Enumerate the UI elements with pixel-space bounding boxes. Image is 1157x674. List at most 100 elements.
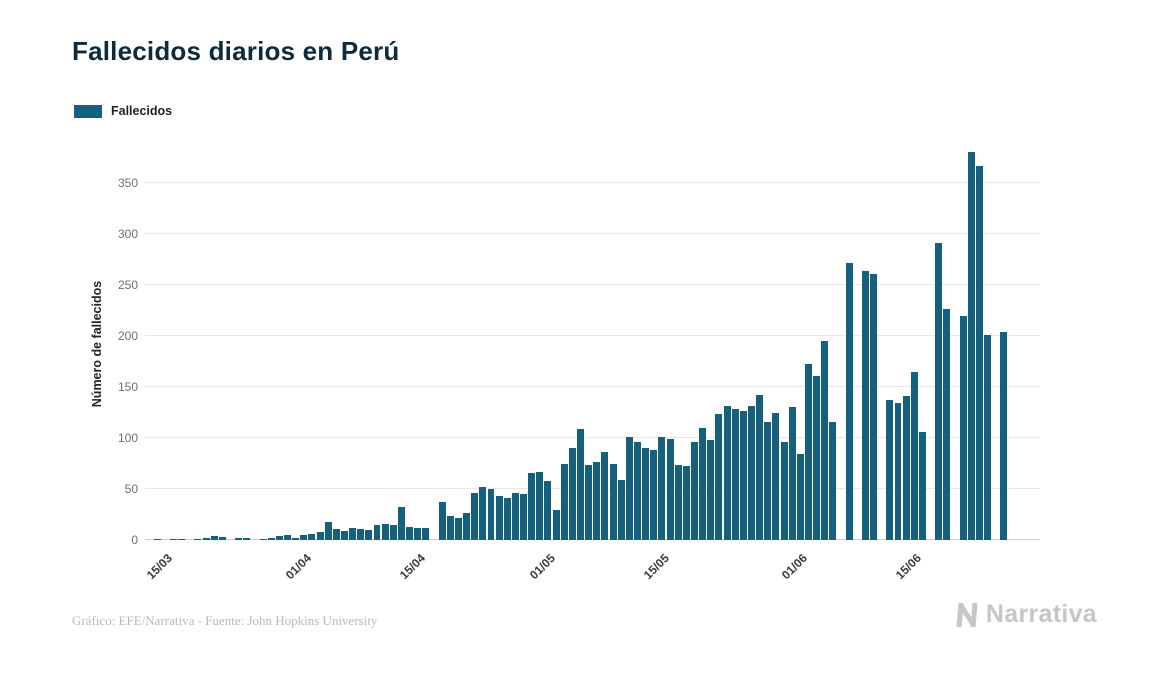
chart-bar[interactable] <box>764 421 772 540</box>
chart-bar[interactable] <box>967 152 975 540</box>
chart-bar[interactable] <box>894 403 902 540</box>
chart-bar[interactable] <box>788 407 796 540</box>
chart-bar[interactable] <box>568 448 576 540</box>
chart-bar[interactable] <box>739 411 747 540</box>
chart-bar[interactable] <box>528 472 536 540</box>
chart-bar[interactable] <box>357 528 365 540</box>
chart-bar[interactable] <box>756 395 764 540</box>
chart-bar[interactable] <box>511 493 519 540</box>
chart-bar[interactable] <box>381 523 389 540</box>
chart-bar[interactable] <box>463 513 471 540</box>
chart-bar[interactable] <box>796 454 804 540</box>
chart-bar[interactable] <box>886 400 894 540</box>
chart-bar[interactable] <box>324 521 332 540</box>
chart-bar[interactable] <box>975 165 983 540</box>
gridline <box>145 284 1040 285</box>
chart-bar[interactable] <box>609 463 617 540</box>
chart-bar[interactable] <box>902 396 910 540</box>
chart-bar[interactable] <box>454 517 462 540</box>
chart-bar[interactable] <box>601 452 609 540</box>
chart-bar[interactable] <box>487 489 495 540</box>
chart-bar[interactable] <box>259 538 267 540</box>
chart-bar[interactable] <box>861 270 869 540</box>
chart-bar[interactable] <box>699 427 707 540</box>
chart-bar[interactable] <box>1000 331 1008 540</box>
chart-bar[interactable] <box>821 341 829 540</box>
chart-bar[interactable] <box>373 524 381 540</box>
chart-bar[interactable] <box>935 243 943 540</box>
chart-bar[interactable] <box>959 315 967 540</box>
chart-bar[interactable] <box>829 421 837 540</box>
chart-bar[interactable] <box>813 375 821 540</box>
chart-bar[interactable] <box>552 510 560 540</box>
chart-bar[interactable] <box>845 262 853 540</box>
chart-bar[interactable] <box>194 538 202 540</box>
chart-bar[interactable] <box>503 498 511 540</box>
chart-bar[interactable] <box>723 406 731 540</box>
legend-item-fallecidos[interactable]: Fallecidos <box>74 104 172 118</box>
chart-bar[interactable] <box>283 534 291 540</box>
chart-bar[interactable] <box>577 428 584 540</box>
chart-bar[interactable] <box>772 412 780 540</box>
chart-bar[interactable] <box>422 527 430 540</box>
chart-bar[interactable] <box>406 526 414 540</box>
chart-bar[interactable] <box>300 534 308 540</box>
chart-bar[interactable] <box>625 436 633 540</box>
chart-bar[interactable] <box>674 464 682 540</box>
chart-bar[interactable] <box>984 334 992 540</box>
chart-bar[interactable] <box>560 463 568 540</box>
chart-bar[interactable] <box>471 493 479 540</box>
chart-bar[interactable] <box>691 442 698 540</box>
chart-bar[interactable] <box>332 528 340 540</box>
chart-bar[interactable] <box>479 486 487 540</box>
chart-bar[interactable] <box>365 529 373 540</box>
chart-bar[interactable] <box>438 502 446 540</box>
chart-bar[interactable] <box>292 537 300 540</box>
chart-bar[interactable] <box>943 309 951 540</box>
chart-bar[interactable] <box>153 538 161 540</box>
chart-bar[interactable] <box>666 439 674 540</box>
chart-bar[interactable] <box>243 537 251 540</box>
chart-bar[interactable] <box>682 465 690 540</box>
chart-bar[interactable] <box>918 431 926 540</box>
bars-container <box>145 148 1040 540</box>
chart-bar[interactable] <box>593 462 601 540</box>
chart-bar[interactable] <box>617 479 625 540</box>
chart-bar[interactable] <box>634 442 641 540</box>
chart-bar[interactable] <box>536 471 544 540</box>
chart-bar[interactable] <box>178 538 186 540</box>
chart-bar[interactable] <box>748 406 755 540</box>
chart-bar[interactable] <box>340 530 348 540</box>
chart-bar[interactable] <box>414 527 422 540</box>
chart-bar[interactable] <box>275 535 283 540</box>
x-axis: 15/03 01/04 15/04 01/05 15/05 01/06 15/06 <box>144 551 924 583</box>
gridline <box>145 182 1040 183</box>
chart-bar[interactable] <box>804 363 812 540</box>
chart-bar[interactable] <box>658 436 666 540</box>
chart-bar[interactable] <box>910 371 918 540</box>
chart-bar[interactable] <box>202 537 210 540</box>
chart-bar[interactable] <box>218 536 226 540</box>
chart-bar[interactable] <box>731 409 739 540</box>
chart-bar[interactable] <box>870 273 878 540</box>
chart-bar[interactable] <box>446 515 454 540</box>
chart-bar[interactable] <box>316 531 324 540</box>
chart-bar[interactable] <box>520 494 528 540</box>
chart-bar[interactable] <box>707 440 715 540</box>
chart-bar[interactable] <box>210 535 218 540</box>
chart-bar[interactable] <box>170 538 177 540</box>
gridline <box>145 437 1040 438</box>
chart-bar[interactable] <box>235 537 243 540</box>
chart-bar[interactable] <box>495 496 503 540</box>
chart-bar[interactable] <box>585 464 593 540</box>
chart-bar[interactable] <box>642 448 650 540</box>
chart-bar[interactable] <box>349 527 357 540</box>
chart-bar[interactable] <box>715 413 723 540</box>
chart-bar[interactable] <box>397 507 405 540</box>
chart-bar[interactable] <box>650 450 658 540</box>
chart-bar[interactable] <box>780 442 788 540</box>
chart-bar[interactable] <box>267 537 275 540</box>
chart-bar[interactable] <box>308 533 316 540</box>
chart-bar[interactable] <box>544 480 552 540</box>
chart-bar[interactable] <box>389 524 397 540</box>
